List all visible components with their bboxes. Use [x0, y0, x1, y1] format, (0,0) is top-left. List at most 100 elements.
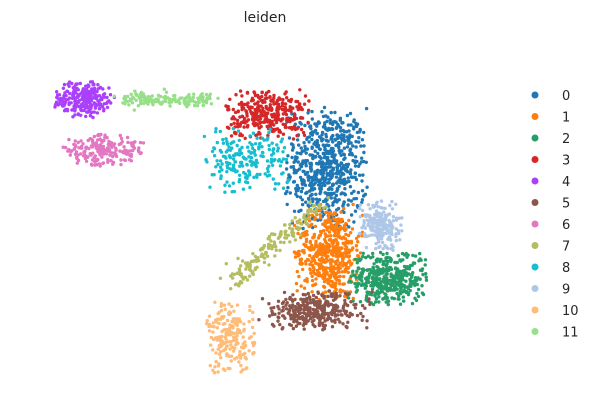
point — [305, 296, 309, 301]
point — [333, 284, 337, 288]
point — [255, 116, 259, 120]
point — [192, 103, 197, 108]
point — [346, 198, 351, 202]
point — [260, 90, 264, 95]
point — [297, 274, 301, 279]
point — [315, 141, 319, 145]
legend-label-5: 5 — [562, 197, 570, 212]
point — [281, 132, 286, 136]
point — [353, 306, 358, 310]
point — [293, 216, 297, 220]
point — [204, 158, 208, 162]
point — [277, 182, 281, 186]
point — [297, 209, 302, 213]
point — [299, 122, 303, 126]
point — [278, 164, 283, 168]
point — [224, 137, 228, 141]
cluster-10-points — [205, 300, 257, 375]
point — [226, 312, 231, 316]
point — [95, 144, 99, 148]
point — [320, 110, 324, 114]
legend-label-11: 11 — [562, 326, 579, 341]
point — [92, 142, 96, 146]
point — [308, 313, 312, 317]
point — [366, 222, 370, 226]
point — [320, 130, 325, 135]
point — [267, 302, 271, 306]
point — [368, 213, 372, 218]
point — [310, 213, 314, 217]
point — [329, 146, 334, 151]
point — [346, 266, 351, 270]
point — [240, 160, 244, 165]
point — [332, 238, 336, 243]
point — [379, 217, 383, 221]
point — [208, 96, 212, 101]
point — [216, 370, 220, 374]
point — [118, 133, 123, 138]
point — [306, 222, 310, 227]
point — [337, 282, 342, 286]
point — [298, 304, 302, 308]
point — [245, 119, 249, 123]
point — [348, 148, 352, 153]
point — [302, 286, 307, 290]
point — [239, 264, 243, 268]
point — [223, 154, 227, 159]
legend-label-8: 8 — [562, 261, 570, 276]
point — [280, 107, 285, 112]
point — [362, 144, 366, 148]
point — [317, 147, 322, 151]
chart-title: leiden — [244, 10, 287, 26]
point — [298, 175, 303, 180]
point — [84, 145, 89, 149]
point — [211, 321, 215, 325]
point — [97, 94, 102, 98]
point — [97, 162, 102, 166]
point — [286, 185, 290, 190]
point — [276, 299, 281, 303]
point — [314, 192, 318, 196]
point — [384, 293, 388, 297]
point — [387, 212, 392, 216]
point — [164, 90, 169, 95]
point — [280, 301, 285, 306]
point — [213, 365, 217, 369]
point — [228, 323, 232, 327]
point — [286, 154, 290, 158]
point — [416, 287, 421, 292]
point — [277, 311, 281, 315]
point — [185, 95, 189, 99]
point — [336, 172, 341, 176]
point — [366, 203, 371, 207]
point — [357, 140, 361, 144]
point — [208, 92, 212, 96]
point — [307, 99, 311, 103]
point — [295, 138, 300, 142]
point — [169, 100, 174, 104]
point — [292, 114, 297, 119]
point — [348, 170, 352, 175]
point — [96, 103, 101, 107]
point — [229, 339, 233, 344]
point — [397, 216, 401, 220]
point — [347, 239, 351, 244]
point — [308, 317, 313, 321]
point — [211, 348, 215, 352]
point — [326, 294, 330, 299]
point — [174, 100, 178, 104]
point — [73, 139, 77, 143]
point — [54, 100, 59, 104]
point — [318, 188, 323, 192]
point — [424, 275, 428, 279]
point — [298, 321, 302, 326]
point — [245, 91, 250, 95]
point — [231, 335, 236, 339]
point — [346, 260, 351, 264]
point — [324, 299, 328, 303]
point — [296, 187, 300, 192]
point — [264, 91, 269, 95]
point — [338, 116, 343, 121]
point — [386, 246, 390, 251]
point — [232, 140, 236, 144]
